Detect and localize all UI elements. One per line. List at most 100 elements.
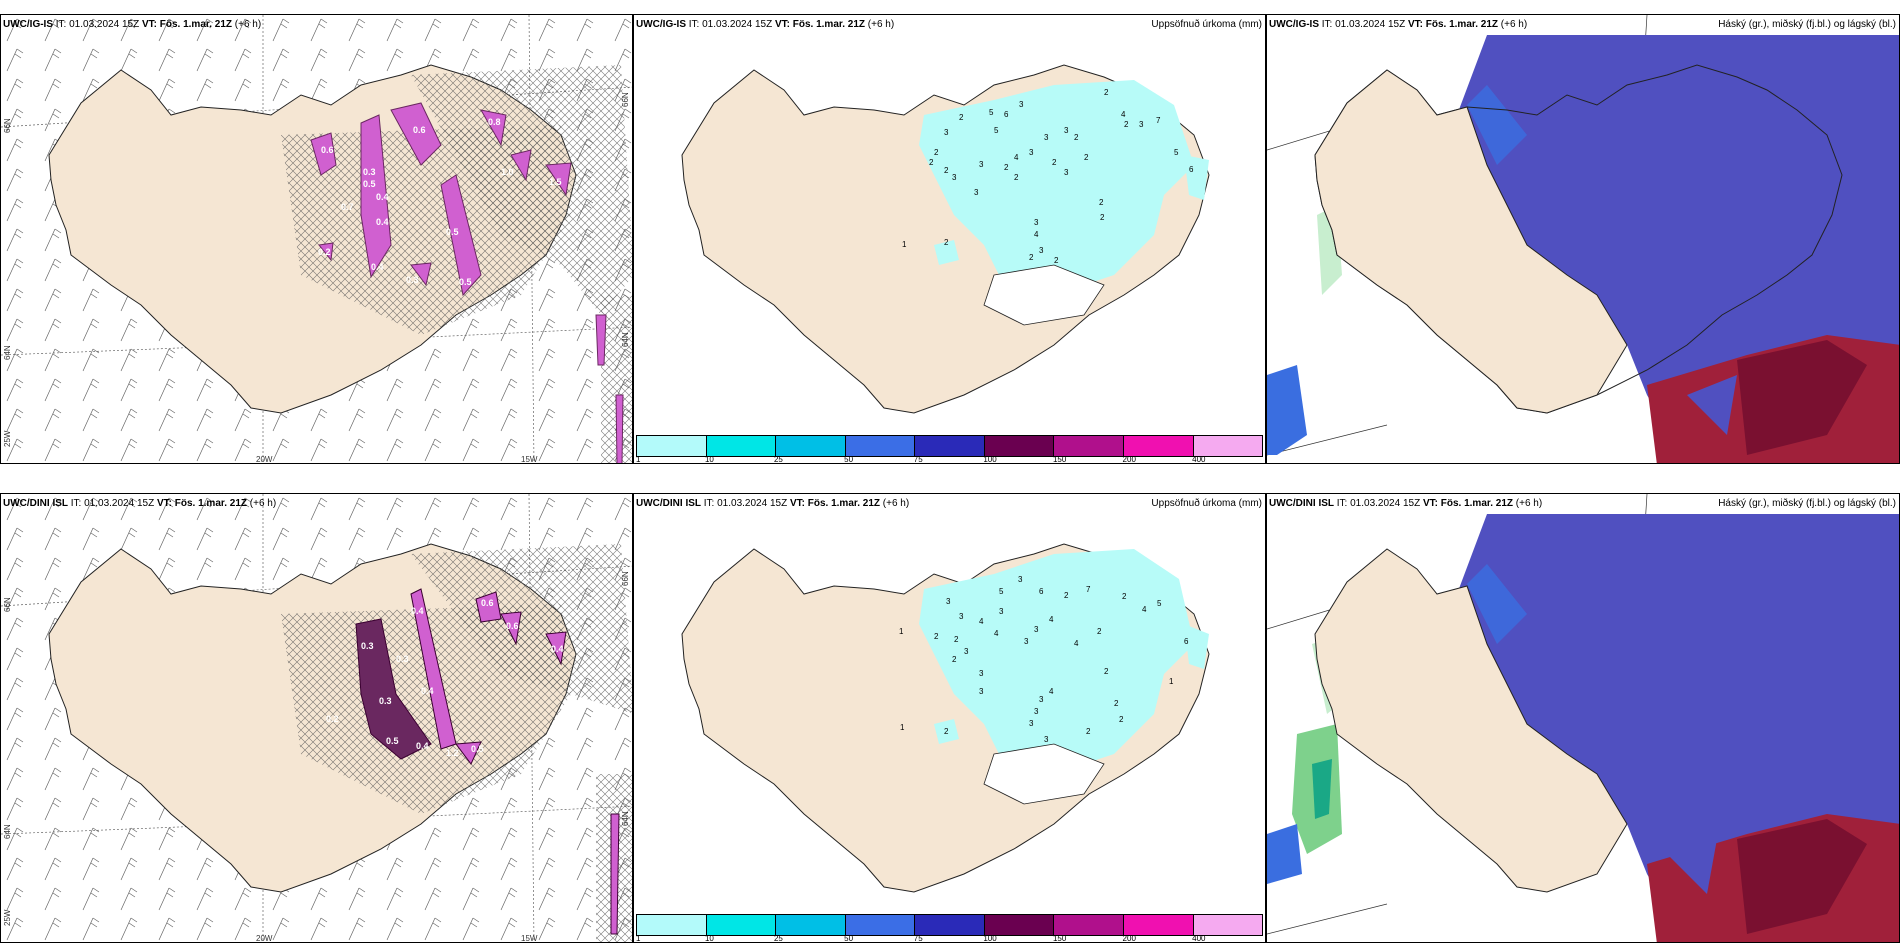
lon-label-15w: 15W [521,934,538,943]
svg-text:6: 6 [1189,165,1194,174]
precip-title: Uppsöfnuð úrkoma (mm) [1151,498,1262,509]
legend-tick: 25 [773,455,783,464]
svg-text:2: 2 [952,655,957,664]
legend-swatch [637,915,707,935]
svg-text:0.6: 0.6 [321,145,334,155]
svg-text:4: 4 [994,629,999,638]
lon-label-15w: 15W [521,455,538,464]
svg-text:3: 3 [946,597,951,606]
legend-swatch [984,915,1055,935]
svg-text:5: 5 [994,126,999,135]
legend-tick: 100 [983,455,997,464]
svg-text:2: 2 [944,238,949,247]
legend-swatch [845,915,916,935]
svg-text:4: 4 [1121,110,1126,119]
lat-label-66n: 66N [3,118,12,133]
svg-text:2: 2 [1099,198,1104,207]
lat-label-64n: 64N [3,824,12,839]
svg-text:0.2: 0.2 [318,247,331,257]
svg-text:0.2: 0.2 [326,714,339,724]
legend-swatch [1054,436,1124,456]
svg-text:1: 1 [1169,677,1174,686]
legend-tick: 400 [1192,455,1206,464]
svg-text:2: 2 [1119,715,1124,724]
svg-text:2: 2 [959,113,964,122]
svg-text:4: 4 [1142,605,1147,614]
legend-tick: 10 [704,934,714,943]
svg-text:4: 4 [1049,615,1054,624]
svg-text:0.3: 0.3 [379,696,392,706]
legend-swatch [1054,915,1124,935]
legend-swatch [845,436,916,456]
svg-text:3: 3 [979,160,984,169]
svg-text:2: 2 [1104,667,1109,676]
svg-text:2: 2 [934,632,939,641]
lat-label-64n-right: 64N [621,332,630,347]
svg-text:2: 2 [1100,213,1105,222]
svg-text:3: 3 [1044,735,1049,744]
legend-swatch [1193,436,1263,456]
cloud-map-bottom [1267,494,1899,942]
svg-text:2: 2 [1014,173,1019,182]
svg-text:3: 3 [979,687,984,696]
icing-value-labels: 0.6 0.6 0.8 0.3 0.5 0.4 0.7 1.0 0.5 0.2 … [318,117,562,287]
svg-text:2: 2 [1097,627,1102,636]
svg-text:2: 2 [1124,120,1129,129]
svg-text:0.5: 0.5 [471,744,484,754]
svg-text:2: 2 [1064,591,1069,600]
panel-header: UWC/IG-IS IT: 01.03.2024 15Z VT: Fös. 1.… [636,19,895,30]
legend-swatch [776,436,846,456]
svg-text:1.0: 1.0 [501,167,514,177]
cloud-title: Háský (gr.), miðský (fj.bl.) og lágský (… [1718,19,1896,30]
svg-text:3: 3 [1019,100,1024,109]
svg-text:3: 3 [1044,133,1049,142]
svg-text:7: 7 [1086,585,1091,594]
panel-header: UWC/DINI ISL IT: 01.03.2024 15Z VT: Fös.… [636,498,910,509]
svg-text:2: 2 [1122,592,1127,601]
lat-label-66n-right: 66N [621,92,630,107]
precip-areas [919,549,1209,774]
svg-text:3: 3 [1029,719,1034,728]
legend-tick: 50 [844,934,854,943]
svg-text:6: 6 [1004,110,1009,119]
svg-text:5: 5 [999,587,1004,596]
svg-text:0.7: 0.7 [341,202,354,212]
svg-text:0.5: 0.5 [363,179,376,189]
svg-text:3: 3 [1064,168,1069,177]
svg-text:4: 4 [979,617,984,626]
legend-tick: 75 [913,934,923,943]
svg-text:1.5: 1.5 [549,177,562,187]
legend-tick: 200 [1122,934,1136,943]
svg-text:0.5: 0.5 [386,736,399,746]
cloud-panel-bottom: UWC/DINI ISL IT: 01.03.2024 15Z VT: Fös.… [1266,493,1900,943]
svg-text:0.4: 0.4 [551,644,564,654]
precip-map-bottom: 1 2 3 2 3 3 2 4 3 4 3 5 3 6 3 7 4 4 2 2 … [681,543,1210,893]
cloud-title: Háský (gr.), miðský (fj.bl.) og lágský (… [1718,498,1896,509]
precip-title: Uppsöfnuð úrkoma (mm) [1151,19,1262,30]
lat-label-64n: 64N [3,345,12,360]
svg-text:2: 2 [944,727,949,736]
svg-text:3: 3 [979,669,984,678]
svg-text:2: 2 [1004,163,1009,172]
precip-panel-top: 2 3 2 3 2 2 3 3 5 6 3 4 3 3 2 5 2 2 3 2 … [633,14,1266,464]
svg-text:4: 4 [1034,230,1039,239]
svg-text:3: 3 [1024,637,1029,646]
icing-map-bottom: 0.4 0.6 0.3 0.3 0.5 0.4 1.2 0.5 0.6 0.2 … [1,494,632,942]
svg-text:0.4: 0.4 [421,686,434,696]
svg-text:6: 6 [1039,587,1044,596]
svg-text:3: 3 [1039,246,1044,255]
svg-text:2: 2 [944,166,949,175]
svg-text:0.3: 0.3 [406,275,419,285]
legend-tick: 50 [844,455,854,464]
legend-tick: 25 [773,934,783,943]
svg-text:0.6: 0.6 [413,125,426,135]
legend-tick: 400 [1192,934,1206,943]
icing-value-labels: 0.4 0.6 0.3 0.3 0.5 0.4 1.2 0.5 0.6 0.2 … [326,598,564,758]
panel-header: UWC/DINI ISL IT: 01.03.2024 15Z VT: Fös.… [1269,498,1543,509]
legend-ticks: 1 10 25 50 75 100 150 200 400 [636,934,1263,943]
legend-tick: 1 [636,455,641,464]
svg-text:0.4: 0.4 [376,192,389,202]
lon-label-20w: 20W [256,934,273,943]
svg-text:2: 2 [1054,256,1059,265]
svg-text:0.4: 0.4 [376,217,389,227]
